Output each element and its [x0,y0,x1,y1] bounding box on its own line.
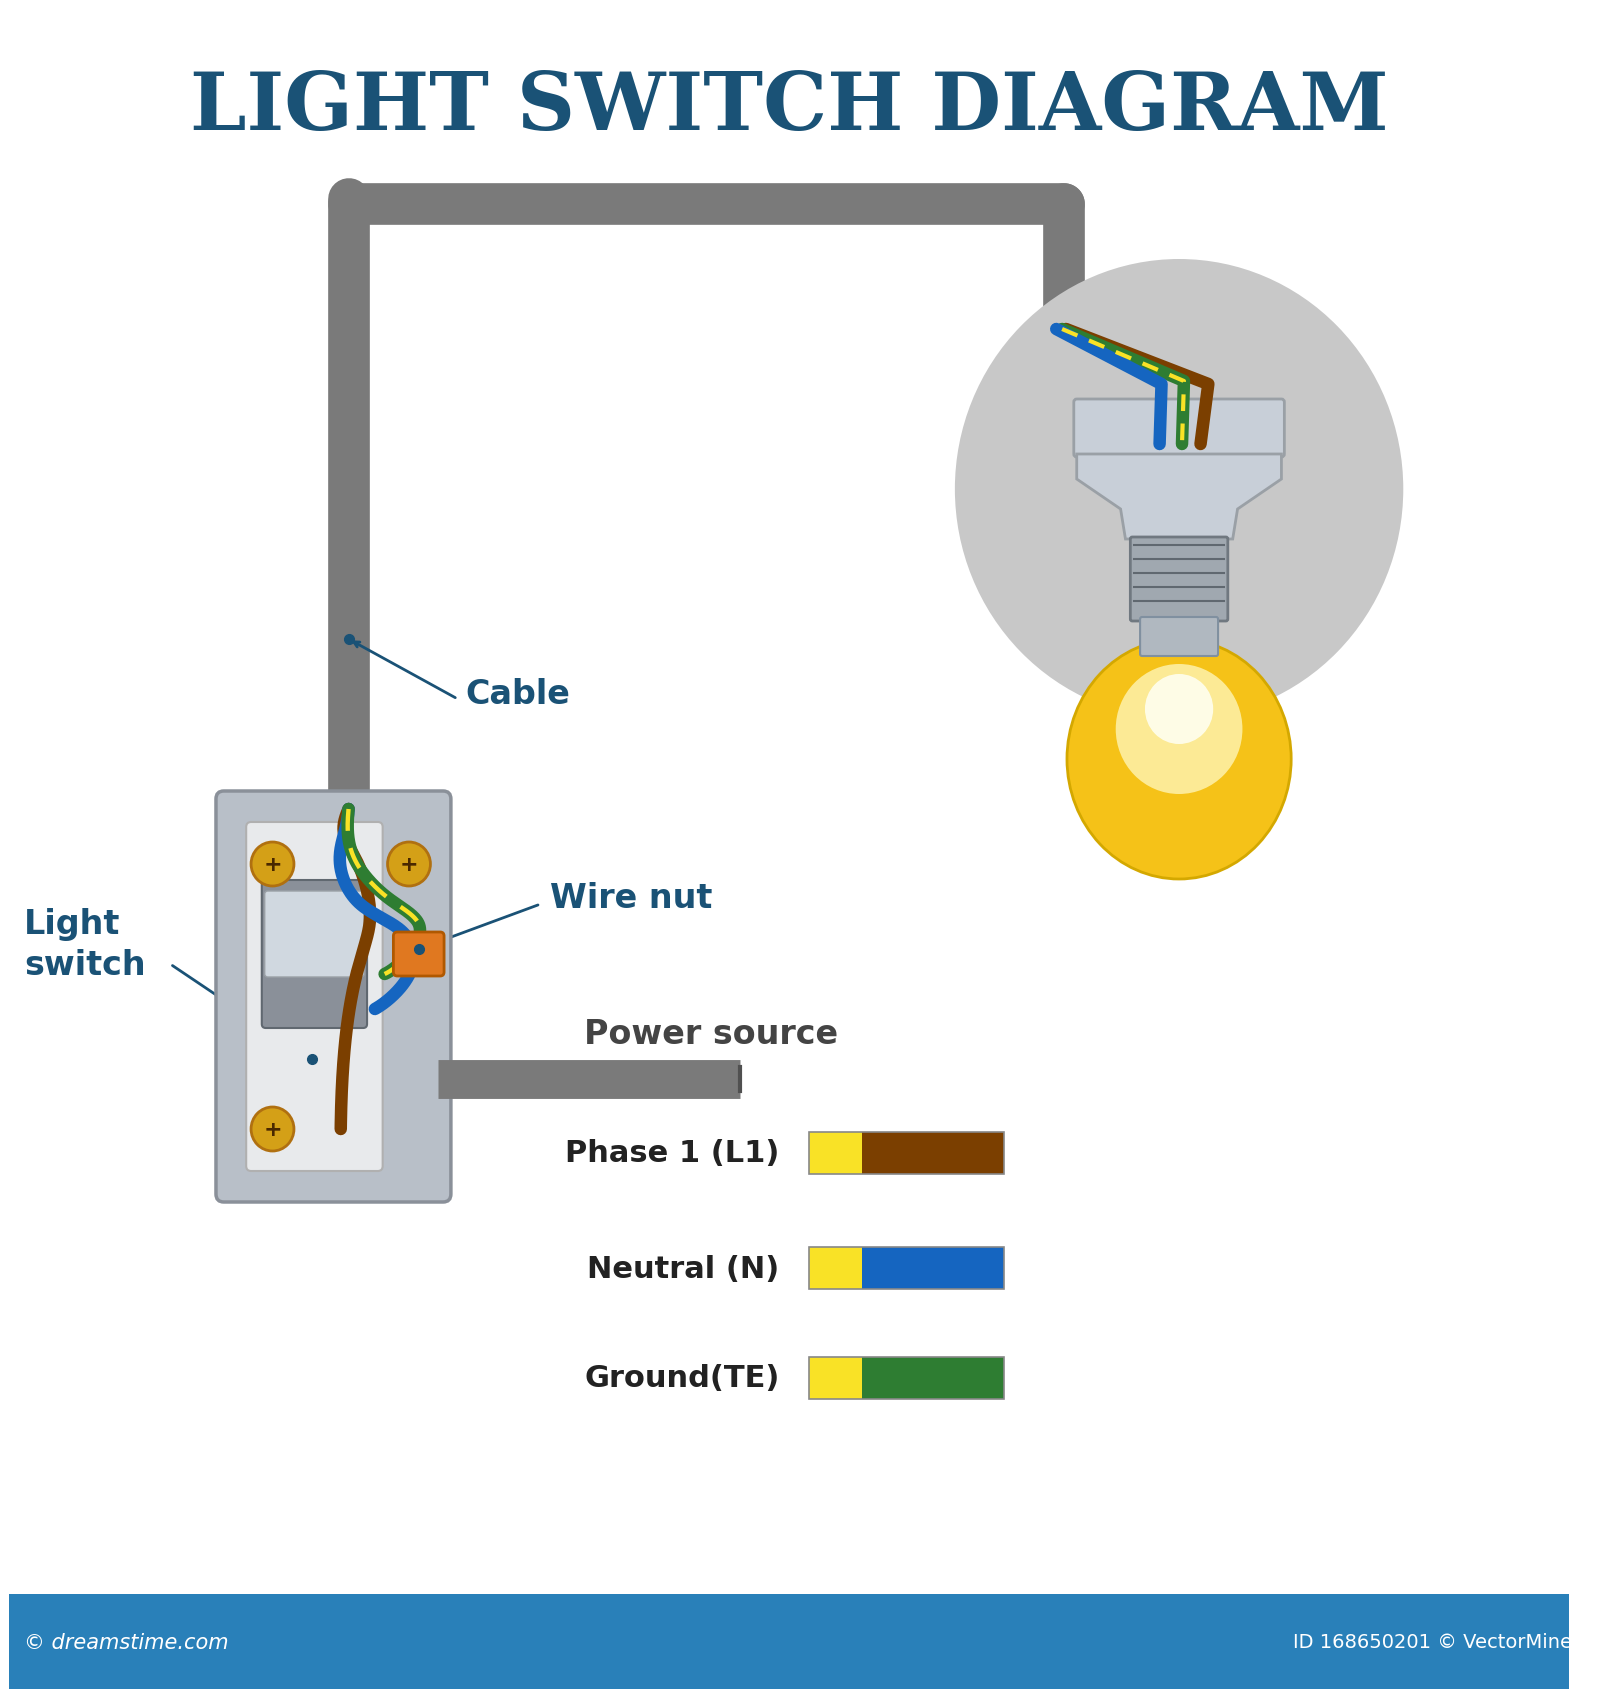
Text: Neutral (N): Neutral (N) [587,1253,779,1282]
FancyBboxPatch shape [264,892,365,978]
Bar [808,1246,862,1289]
FancyBboxPatch shape [1141,618,1218,657]
Circle shape [955,260,1403,720]
Text: Phase 1 (L1): Phase 1 (L1) [565,1138,779,1167]
Circle shape [251,843,294,887]
Bar [862,1358,1003,1398]
Text: Light
switch: Light switch [24,907,146,981]
FancyBboxPatch shape [1130,537,1227,622]
Bar [808,1132,862,1174]
Text: +: + [262,1120,282,1140]
Text: +: + [400,855,418,875]
Bar [862,1132,1003,1174]
Text: ID 168650201 © VectorMine: ID 168650201 © VectorMine [1293,1633,1573,1652]
Ellipse shape [1067,640,1291,880]
Circle shape [251,1108,294,1152]
Text: +: + [262,855,282,875]
Polygon shape [1077,454,1282,540]
Bar [808,1246,1003,1289]
Text: Cable: Cable [466,677,570,711]
Bar [808,1358,1003,1398]
Bar [808,1132,1003,1174]
Bar [862,1246,1003,1289]
Bar [808,1358,862,1398]
FancyBboxPatch shape [1074,400,1285,458]
Text: Wire nut: Wire nut [550,882,712,914]
Text: Power source: Power source [584,1018,838,1051]
Bar [10,1594,1570,1689]
Text: Ground(TE): Ground(TE) [584,1363,779,1393]
Text: LIGHT SWITCH DIAGRAM: LIGHT SWITCH DIAGRAM [190,69,1389,147]
Text: © dreamstime.com: © dreamstime.com [24,1632,229,1652]
Circle shape [387,843,430,887]
FancyBboxPatch shape [394,932,445,976]
FancyBboxPatch shape [246,823,382,1170]
Ellipse shape [1146,674,1213,745]
Ellipse shape [1115,664,1243,794]
FancyBboxPatch shape [216,792,451,1203]
FancyBboxPatch shape [262,880,366,1029]
